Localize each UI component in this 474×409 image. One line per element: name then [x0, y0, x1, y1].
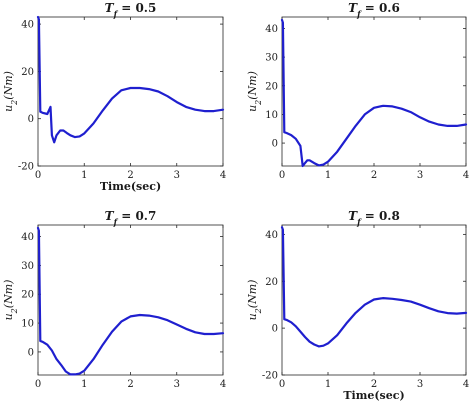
y-tick-label: 20: [265, 81, 278, 92]
x-axis-label: Time(sec): [100, 180, 161, 193]
x-tick-label: 2: [127, 379, 133, 390]
x-tick-label: 1: [81, 379, 87, 390]
x-tick-label: 1: [325, 170, 331, 181]
y-tick-label: 40: [21, 20, 34, 31]
y-tick-label: 30: [21, 261, 34, 272]
series-line: [280, 226, 468, 348]
y-tick-label: 20: [21, 290, 34, 301]
y-tick-label: -20: [262, 371, 278, 382]
y-tick-label: 0: [272, 139, 278, 150]
subplot-title: Tf = 0.5: [105, 1, 157, 19]
x-tick-label: 3: [417, 170, 423, 181]
x-tick-label: 2: [127, 170, 133, 181]
y-axis-label: u2(Nm): [2, 280, 19, 321]
y-tick-label: 10: [265, 110, 278, 121]
y-tick-label: 10: [21, 319, 34, 330]
series-line: [280, 18, 468, 168]
series-line: [36, 15, 225, 144]
subplot-title: Tf = 0.7: [105, 209, 157, 227]
x-tick-label: 3: [174, 379, 180, 390]
y-tick-label: 30: [265, 53, 278, 64]
x-tick-label: 2: [371, 170, 377, 181]
x-tick-label: 0: [279, 379, 285, 390]
axes-frame: [281, 16, 467, 167]
x-axis-label: Time(sec): [343, 389, 404, 402]
y-tick-label: 0: [272, 324, 278, 335]
y-tick-label: 40: [21, 232, 34, 243]
y-tick-label: 40: [265, 230, 278, 241]
y-tick-label: 20: [265, 277, 278, 288]
x-tick-label: 4: [463, 170, 469, 181]
y-axis-label: u2(Nm): [246, 280, 263, 321]
x-tick-label: 4: [220, 170, 226, 181]
subplot-title: Tf = 0.6: [348, 1, 400, 19]
x-tick-label: 1: [81, 170, 87, 181]
x-tick-label: 3: [417, 379, 423, 390]
y-axis-label: u2(Nm): [246, 71, 263, 112]
x-tick-label: 2: [371, 379, 377, 390]
axes-frame: [37, 224, 224, 376]
x-tick-label: 0: [35, 379, 41, 390]
x-tick-label: 3: [174, 170, 180, 181]
y-tick-label: -20: [18, 162, 34, 173]
y-tick-label: 20: [21, 67, 34, 78]
x-tick-label: 1: [325, 379, 331, 390]
y-axis-label: u2(Nm): [2, 71, 19, 112]
series-line: [36, 226, 225, 376]
axes-frame: [37, 16, 224, 167]
subplot-title: Tf = 0.8: [348, 209, 400, 227]
x-tick-label: 0: [279, 170, 285, 181]
x-tick-label: 0: [35, 170, 41, 181]
x-tick-label: 4: [220, 379, 226, 390]
x-tick-label: 4: [463, 379, 469, 390]
y-tick-label: 40: [265, 24, 278, 35]
y-tick-label: 0: [28, 347, 34, 358]
y-tick-label: 0: [28, 114, 34, 125]
